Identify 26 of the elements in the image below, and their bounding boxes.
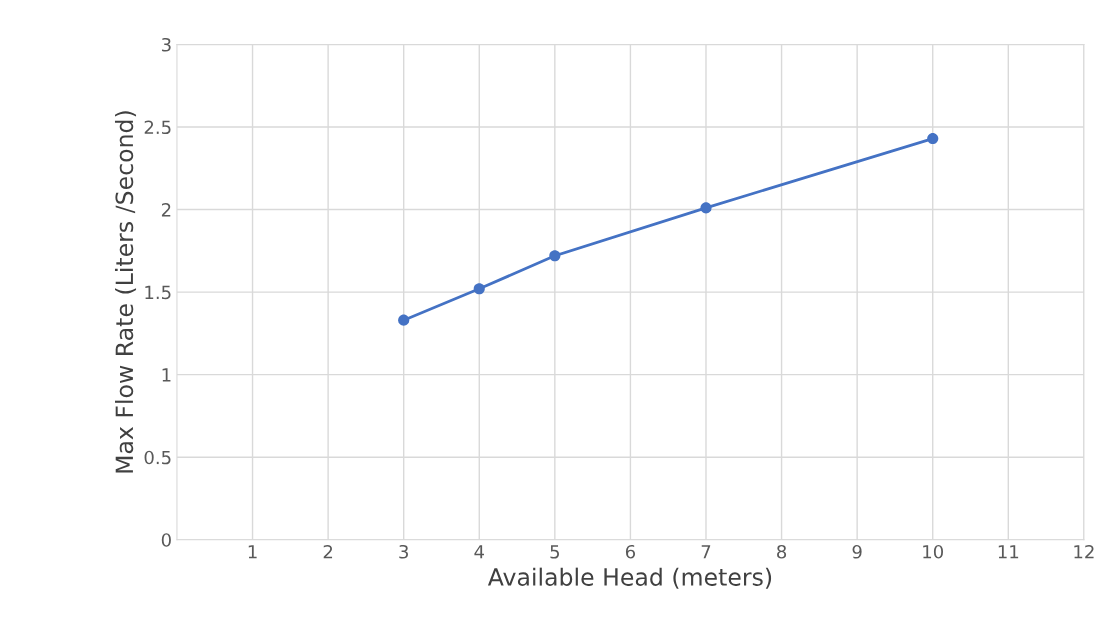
x-tick-label: 3	[399, 544, 408, 559]
x-tick-label: 4	[474, 545, 484, 559]
y-tick-label: 2	[161, 203, 171, 217]
x-tick-label: 8	[777, 544, 787, 559]
y-tick-label: 1	[162, 368, 171, 382]
point	[398, 314, 410, 326]
point	[927, 133, 939, 145]
x-axis-title: Available Head (meters)	[487, 567, 772, 589]
y-axis-title: Max Flow Rate (Liters /Second)	[114, 111, 137, 473]
x-tick-label: 7	[701, 545, 711, 559]
y-tick-label: 2.5	[144, 120, 171, 135]
x-tick-label: 9	[852, 544, 862, 559]
x-tick-label: 6	[625, 544, 636, 559]
y-tick-label: 1.5	[145, 285, 171, 300]
x-tick-label: 12	[1074, 544, 1094, 559]
x-tick-label: 1	[248, 545, 257, 559]
x-tick-label: 11	[998, 545, 1019, 559]
y-tick-label: 3	[161, 37, 171, 52]
y-tick-label: 0	[161, 533, 171, 547]
point	[700, 202, 712, 214]
x-tick-label: 5	[550, 545, 560, 559]
x-tick-label: 2	[323, 544, 333, 559]
point	[473, 283, 485, 295]
point	[549, 250, 561, 262]
x-tick-label: 10	[923, 544, 944, 559]
y-tick-label: 0.5	[144, 450, 171, 465]
